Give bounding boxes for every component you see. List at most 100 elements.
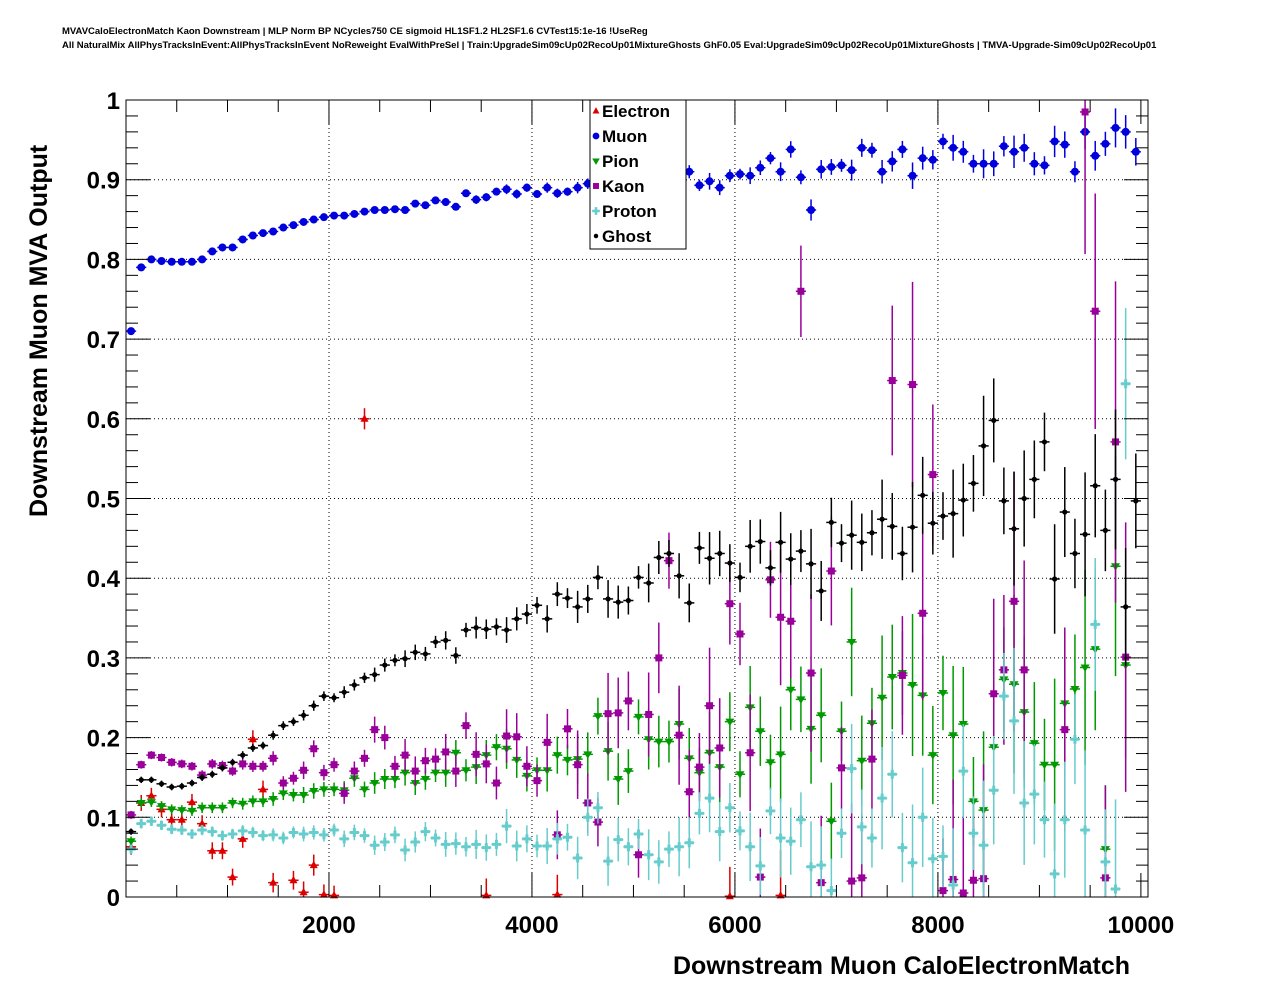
kaon-marker bbox=[513, 733, 521, 741]
data-point bbox=[816, 826, 827, 897]
data-point bbox=[369, 716, 380, 743]
data-point bbox=[653, 715, 664, 768]
proton-marker bbox=[309, 827, 319, 837]
ghost-marker bbox=[656, 554, 662, 561]
data-point bbox=[379, 832, 390, 852]
ghost-marker bbox=[1001, 498, 1007, 504]
proton-marker bbox=[1019, 798, 1029, 808]
muon-marker bbox=[147, 255, 156, 264]
proton-marker bbox=[329, 825, 339, 835]
ghost-marker bbox=[503, 627, 510, 633]
muon-marker bbox=[380, 205, 389, 214]
kaon-marker bbox=[736, 630, 744, 638]
axes: 0 0.1 0.2 0.3 0.4 0.5 0.6 0.7 0.8 0.9 1 2000 4000 600… bbox=[87, 88, 1175, 939]
data-point bbox=[186, 257, 198, 266]
proton-marker bbox=[542, 841, 552, 851]
ghost-marker bbox=[260, 742, 266, 749]
pion-marker bbox=[177, 807, 187, 815]
data-point bbox=[308, 215, 319, 224]
data-point bbox=[826, 159, 837, 175]
ghost-marker bbox=[920, 492, 926, 498]
ghost-marker bbox=[960, 497, 966, 503]
x-tick-label: 8000 bbox=[911, 912, 964, 939]
kaon-marker bbox=[919, 609, 927, 617]
data-point bbox=[755, 836, 766, 895]
ghost-marker bbox=[798, 548, 804, 554]
data-point bbox=[1100, 489, 1111, 572]
pion-marker bbox=[167, 806, 177, 814]
data-point bbox=[156, 780, 167, 788]
proton-marker bbox=[968, 828, 978, 838]
x-tick-label: 10000 bbox=[1108, 912, 1175, 939]
proton-marker bbox=[1121, 379, 1131, 389]
plot-title-line-1: MVAVCaloElectronMatch Kaon Downstream | … bbox=[62, 26, 648, 37]
ghost-marker bbox=[544, 616, 550, 622]
data-point bbox=[400, 739, 411, 772]
data-point bbox=[1100, 131, 1111, 156]
data-point bbox=[328, 885, 340, 899]
data-point bbox=[887, 493, 898, 560]
pion-marker bbox=[136, 799, 146, 808]
ghost-marker bbox=[696, 545, 703, 551]
data-point bbox=[968, 796, 979, 871]
electron-marker bbox=[269, 878, 278, 886]
data-point bbox=[207, 770, 218, 778]
data-point bbox=[247, 760, 258, 772]
proton-marker bbox=[958, 766, 968, 776]
data-point bbox=[674, 685, 685, 785]
data-point bbox=[887, 151, 898, 172]
data-point bbox=[227, 243, 238, 252]
data-point bbox=[846, 500, 857, 570]
pion-marker bbox=[248, 798, 258, 806]
data-point bbox=[877, 479, 888, 559]
muon-marker bbox=[1020, 143, 1029, 152]
data-point bbox=[176, 825, 187, 836]
data-point bbox=[582, 798, 593, 836]
data-point bbox=[450, 755, 461, 787]
muon-marker bbox=[238, 235, 247, 244]
ghost-marker bbox=[169, 784, 175, 790]
proton-marker bbox=[177, 825, 187, 835]
muon-marker bbox=[959, 147, 968, 156]
pion-marker bbox=[1039, 761, 1049, 770]
ghost-marker bbox=[1092, 483, 1098, 489]
muon-marker bbox=[796, 173, 805, 182]
pion-marker bbox=[776, 751, 786, 759]
data-point bbox=[1059, 761, 1070, 878]
kaon-marker bbox=[1091, 307, 1099, 315]
data-point bbox=[268, 751, 279, 766]
ghost-marker bbox=[1011, 526, 1017, 532]
data-point bbox=[734, 168, 746, 180]
data-point bbox=[318, 827, 329, 842]
electron-marker bbox=[289, 875, 298, 884]
data-point bbox=[186, 779, 198, 787]
data-point bbox=[268, 872, 279, 893]
kaon-marker bbox=[229, 767, 237, 775]
data-point bbox=[146, 816, 157, 827]
data-point bbox=[542, 713, 553, 771]
proton-marker bbox=[816, 860, 826, 870]
data-point bbox=[491, 766, 502, 800]
data-point bbox=[227, 797, 238, 809]
ghost-marker bbox=[463, 627, 469, 633]
data-point bbox=[166, 758, 177, 767]
data-point bbox=[724, 544, 735, 582]
data-point bbox=[795, 170, 806, 185]
data-point bbox=[197, 773, 208, 781]
data-point bbox=[166, 804, 177, 815]
data-point bbox=[734, 811, 746, 851]
data-point bbox=[582, 584, 593, 613]
kaon-marker bbox=[929, 471, 937, 479]
ghost-marker bbox=[158, 781, 165, 787]
muon-marker bbox=[543, 183, 552, 192]
ghost-marker bbox=[889, 523, 895, 529]
pion-marker bbox=[786, 686, 796, 695]
muon-marker bbox=[279, 223, 288, 232]
muon-marker bbox=[177, 257, 186, 266]
data-point bbox=[663, 831, 675, 868]
muon-marker bbox=[472, 195, 481, 204]
ghost-marker bbox=[524, 611, 530, 617]
data-point bbox=[663, 540, 675, 567]
electron-marker bbox=[198, 819, 207, 827]
data-point bbox=[349, 209, 360, 218]
